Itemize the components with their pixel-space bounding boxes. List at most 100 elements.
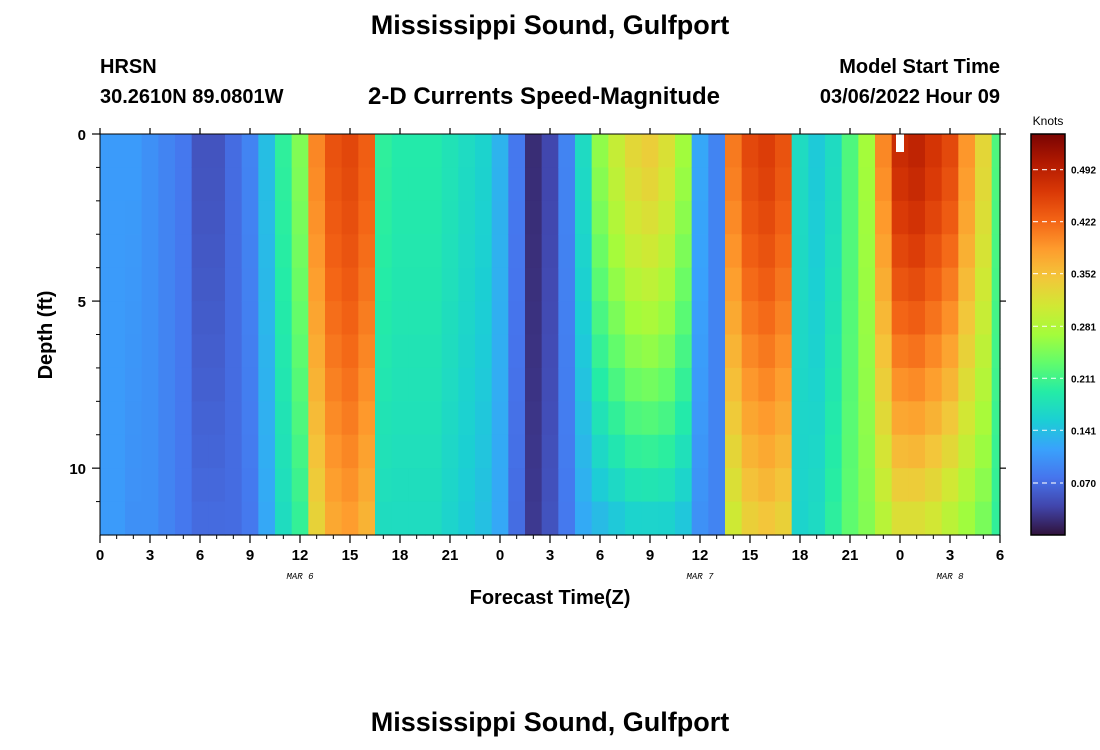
heatmap-cell [608, 334, 626, 369]
heatmap-cell [441, 200, 459, 235]
heatmap-cell [425, 134, 443, 169]
heatmap-cell [908, 134, 926, 169]
heatmap-cell [158, 134, 176, 169]
heatmap-cell [575, 200, 593, 235]
heatmap-cell [991, 134, 1001, 169]
heatmap-cell [475, 134, 493, 169]
heatmap-cell [675, 200, 693, 235]
heatmap-cell [608, 468, 626, 503]
heatmap-cell [925, 267, 943, 302]
heatmap-cell [558, 134, 576, 169]
heatmap-cell [908, 301, 926, 336]
heatmap-cell [291, 167, 309, 202]
heatmap-cell [258, 401, 276, 436]
heatmap-cell [741, 301, 759, 336]
heatmap-cell [891, 167, 909, 202]
heatmap-cell [491, 234, 509, 269]
heatmap-cell [408, 434, 426, 469]
heatmap-cell [308, 167, 326, 202]
x-tick-label: 12 [292, 547, 309, 564]
heatmap-cell [375, 200, 393, 235]
heatmap-cell [608, 301, 626, 336]
heatmap-cell [591, 468, 609, 503]
heatmap-cell [358, 434, 376, 469]
heatmap-cell [558, 200, 576, 235]
heatmap-cell [975, 301, 993, 336]
heatmap-cell [341, 167, 359, 202]
heatmap-cell [108, 468, 126, 503]
heatmap-cell [608, 434, 626, 469]
heatmap-cell [808, 334, 826, 369]
heatmap-cell [441, 234, 459, 269]
heatmap-cell [675, 234, 693, 269]
heatmap-cell [100, 468, 109, 503]
heatmap-cell [475, 334, 493, 369]
heatmap-cell [475, 401, 493, 436]
heatmap-cell [108, 401, 126, 436]
heatmap-cell [191, 234, 209, 269]
heatmap-cell [100, 334, 109, 369]
heatmap-cell [641, 501, 659, 536]
heatmap-cell [725, 434, 743, 469]
heatmap-cell [575, 134, 593, 169]
heatmap-cell [991, 501, 1001, 536]
heatmap-cell [858, 468, 876, 503]
heatmap-cell [491, 468, 509, 503]
heatmap-cell [325, 401, 343, 436]
heatmap-cell [908, 200, 926, 235]
heatmap-cell [658, 234, 676, 269]
heatmap-cell [125, 468, 143, 503]
heatmap-cell [891, 501, 909, 536]
heatmap-cell [875, 167, 893, 202]
heatmap-cell [458, 301, 476, 336]
heatmap-cell [975, 401, 993, 436]
heatmap-cell [108, 167, 126, 202]
heatmap-cell [558, 468, 576, 503]
heatmap-cell [491, 434, 509, 469]
heatmap-cell [608, 501, 626, 536]
heatmap-cell [858, 167, 876, 202]
heatmap-cell [275, 301, 293, 336]
heatmap-cell [758, 468, 776, 503]
heatmap-cell [525, 367, 543, 402]
heatmap-cell [958, 167, 976, 202]
heatmap-cell [225, 134, 243, 169]
heatmap-cell [275, 501, 293, 536]
heatmap-cell [175, 367, 193, 402]
heatmap-cell [241, 401, 259, 436]
heatmap-cell [475, 200, 493, 235]
heatmap-cell [375, 234, 393, 269]
heatmap-cell [475, 501, 493, 536]
heatmap-cell [525, 301, 543, 336]
heatmap-cell [691, 468, 709, 503]
heatmap-cell [491, 167, 509, 202]
heatmap-cell [191, 267, 209, 302]
heatmap-cell [508, 367, 526, 402]
heatmap-cell [775, 501, 793, 536]
heatmap-cell [341, 200, 359, 235]
heatmap-cell [408, 501, 426, 536]
heatmap-cell [791, 301, 809, 336]
x-tick-label: 21 [842, 547, 859, 564]
heatmap-cell [541, 434, 559, 469]
heatmap-cell [458, 434, 476, 469]
heatmap-cell [175, 267, 193, 302]
heatmap-cell [775, 134, 793, 169]
heatmap-cell [491, 367, 509, 402]
heatmap-cell [158, 367, 176, 402]
colorbar: Knots 0.070 0.141 0.211 0.281 0.352 0.422 0.49… [1030, 114, 1096, 536]
heatmap-cell [100, 200, 109, 235]
heatmap-cell [758, 367, 776, 402]
heatmap-cell [325, 200, 343, 235]
heatmap-cell [425, 367, 443, 402]
heatmap-cell [708, 301, 726, 336]
heatmap-cell [375, 334, 393, 369]
heatmap-cell [925, 200, 943, 235]
heatmap-cell [308, 501, 326, 536]
heatmap-cell [941, 234, 959, 269]
heatmap-cell [675, 367, 693, 402]
heatmap-cell [358, 167, 376, 202]
heatmap-cell [658, 200, 676, 235]
heatmap-cell [375, 267, 393, 302]
heatmap-cell [441, 501, 459, 536]
